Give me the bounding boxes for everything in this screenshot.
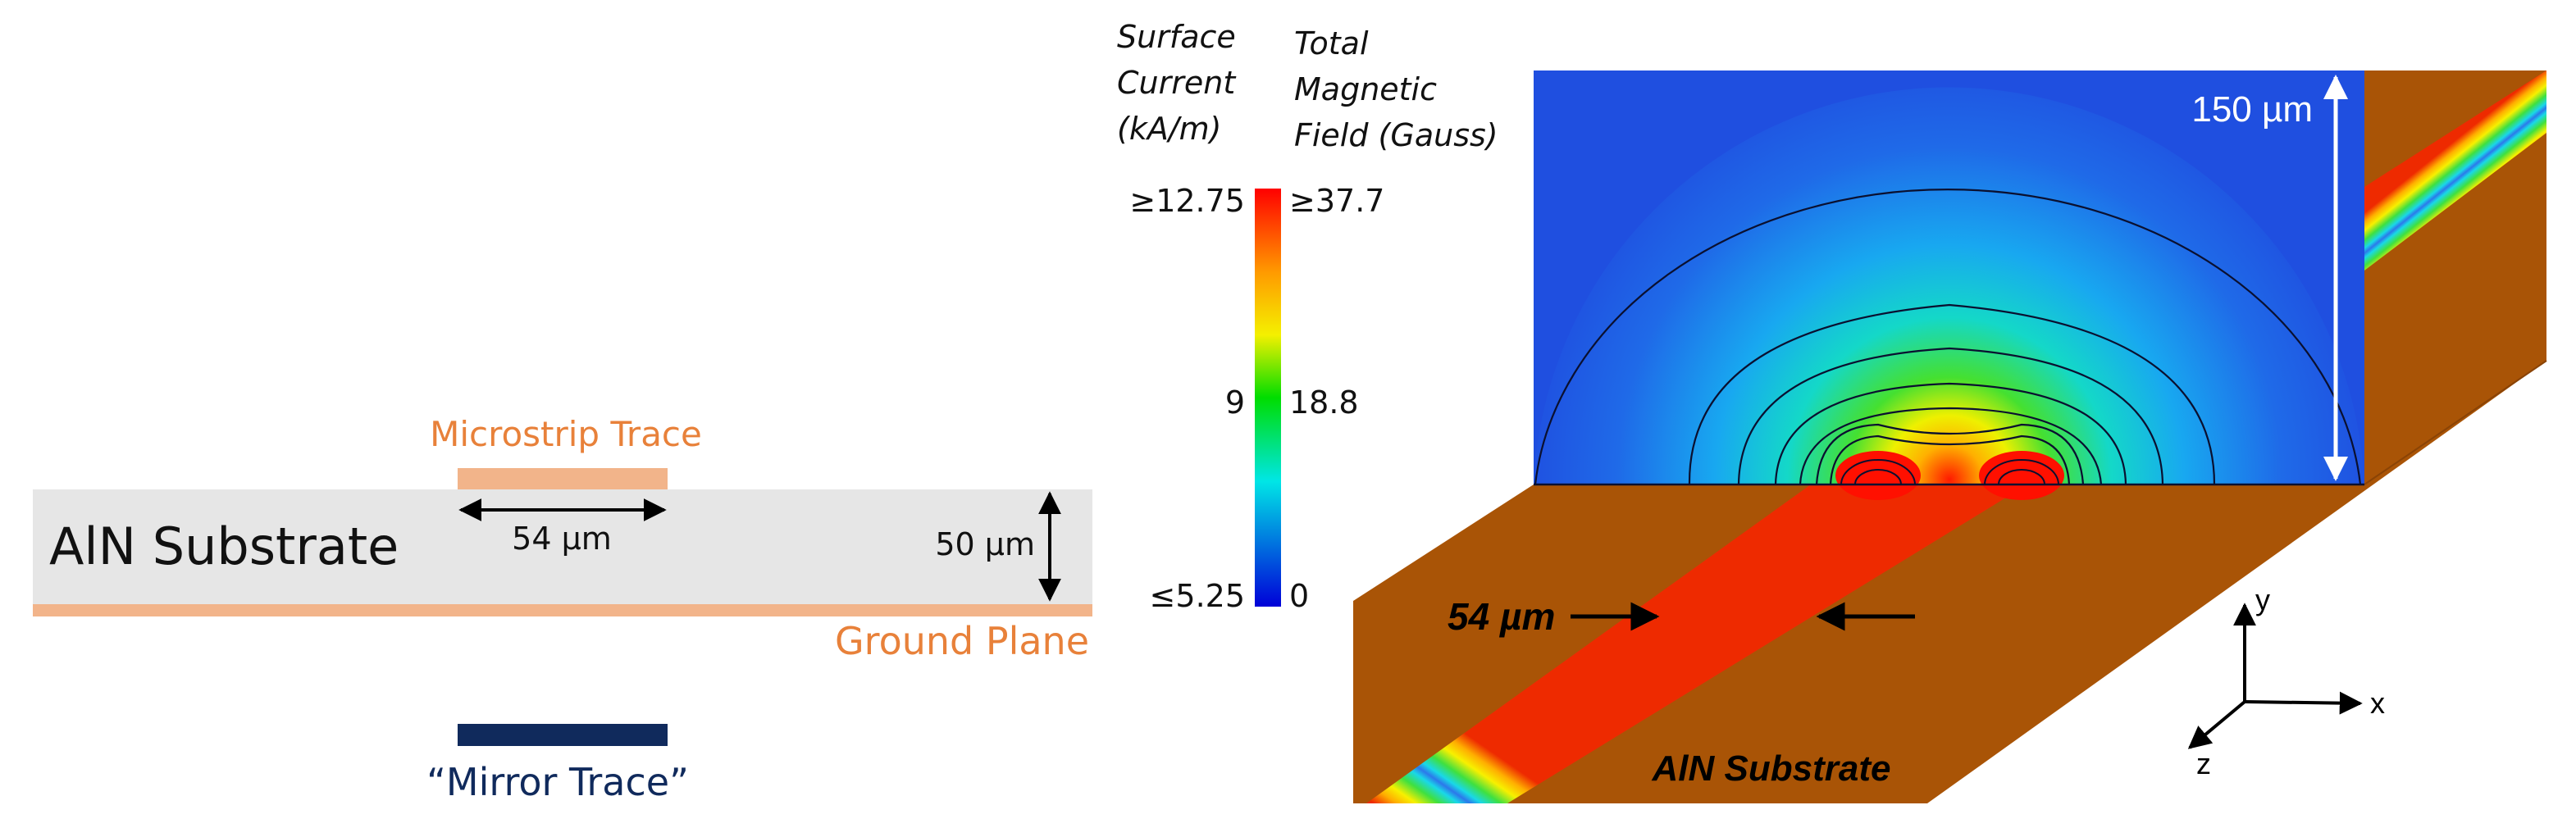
surface-current-stripe-back — [2364, 71, 2546, 271]
field-hotspot-left — [1835, 451, 1921, 500]
surface-current-stripe-front — [1366, 484, 2027, 803]
current-tick-max: ≥12.75 — [1129, 183, 1245, 219]
field-color-map — [1534, 87, 2364, 484]
mirror-trace-label: “Mirror Trace” — [426, 760, 689, 804]
sim-substrate-label: AlN Substrate — [1652, 748, 1891, 789]
microstrip-trace — [458, 468, 668, 489]
colorbar — [1255, 189, 1281, 607]
current-title-line-2: Current — [1117, 65, 1237, 101]
z-axis-label: z — [2196, 747, 2211, 780]
field-hotspots — [1835, 451, 2064, 500]
cross-section-diagram: Microstrip Trace AlN Substrate 54 µm 50 … — [33, 414, 1092, 804]
substrate-label: AlN Substrate — [49, 516, 399, 576]
current-tick-mid: 9 — [1225, 384, 1245, 421]
x-axis-arrow — [2244, 691, 2363, 715]
field-contour-lines — [1534, 189, 2362, 485]
z-axis-arrow — [2187, 700, 2246, 749]
current-tick-min: ≤5.25 — [1150, 578, 1245, 614]
colorbar-legend: Surface Current (kA/m) Total Magnetic Fi… — [1117, 19, 1498, 614]
simulation-render: 150 µm 54 µm AlN Substrate y x z — [1353, 71, 2547, 803]
microstrip-trace-label: Microstrip Trace — [430, 414, 702, 454]
field-title-line-1: Total — [1294, 25, 1369, 61]
current-title-line-3: (kA/m) — [1117, 111, 1221, 147]
field-tick-mid: 18.8 — [1289, 384, 1359, 421]
coordinate-axes: y x z — [2187, 583, 2385, 780]
thickness-dimension-label: 50 µm — [935, 526, 1035, 562]
stripe-width-label: 54 µm — [1448, 595, 1555, 638]
field-tick-min: 0 — [1289, 578, 1309, 614]
height-dimension-label: 150 µm — [2191, 89, 2313, 130]
ground-plane — [33, 604, 1092, 616]
field-title-line-2: Magnetic — [1294, 71, 1437, 107]
y-axis-label: y — [2255, 583, 2270, 616]
current-legend-title: Surface Current (kA/m) — [1117, 19, 1246, 147]
current-title-line-1: Surface — [1117, 19, 1236, 55]
field-tick-max: ≥37.7 — [1289, 183, 1384, 219]
mirror-trace — [458, 724, 668, 746]
field-hotspot-right — [1979, 451, 2064, 500]
ground-plane-label: Ground Plane — [835, 619, 1089, 663]
width-dimension-label: 54 µm — [512, 521, 612, 557]
field-legend-title: Total Magnetic Field (Gauss) — [1294, 25, 1498, 153]
x-axis-label: x — [2370, 686, 2385, 720]
field-title-line-3: Field (Gauss) — [1294, 117, 1498, 153]
substrate-edge — [2364, 360, 2547, 485]
